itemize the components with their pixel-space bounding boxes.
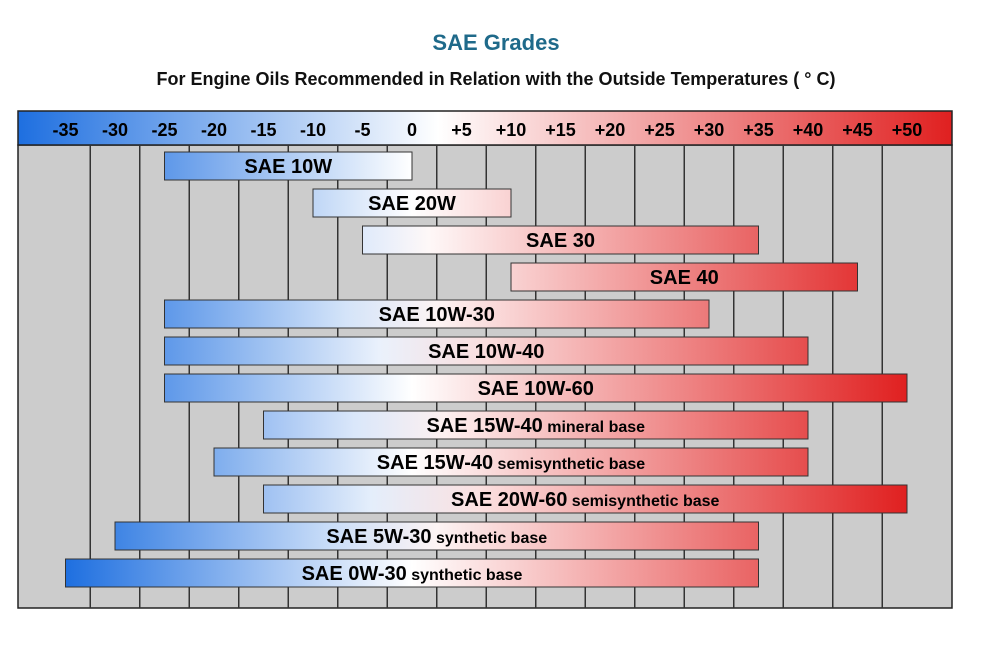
bar-label: SAE 30 [526,230,595,252]
x-tick-label: 0 [407,120,417,140]
x-tick-label: -25 [151,120,177,140]
x-tick-label: +5 [451,120,472,140]
bar [263,410,809,440]
bar [164,151,413,181]
x-tick-label: +40 [793,120,824,140]
x-tick-label: +30 [694,120,725,140]
x-tick-label: +35 [743,120,774,140]
x-tick-label: -15 [250,120,276,140]
bar-label: SAE 10W-40 [428,341,544,363]
x-tick-label: +45 [842,120,873,140]
bar-label: SAE 0W-30 synthetic base [302,563,523,585]
bar-label: SAE 20W [368,193,456,215]
x-tick-label: -10 [300,120,326,140]
bar-label: SAE 10W-60 [478,378,594,400]
bar [362,225,759,255]
bar [65,558,759,588]
bar [164,299,710,329]
x-tick-label: +10 [496,120,527,140]
x-tick-label: -20 [201,120,227,140]
x-tick-label: -35 [52,120,78,140]
bar [510,262,858,292]
bar-label: SAE 15W-40 mineral base [426,415,645,437]
bar [312,188,512,218]
bar-label: SAE 10W-30 [379,304,495,326]
chart-subtitle: For Engine Oils Recommended in Relation … [156,69,836,89]
bar [114,521,759,551]
x-tick-label: +25 [644,120,675,140]
bar [213,447,809,477]
bar [164,373,908,403]
x-tick-label: +20 [595,120,626,140]
chart-title: SAE Grades [432,30,560,55]
x-tick-label: +50 [892,120,923,140]
temperature-header [17,110,953,146]
bar [263,484,908,514]
x-tick-label: +15 [545,120,576,140]
bar-label: SAE 40 [650,267,719,289]
x-tick-label: -30 [102,120,128,140]
bar-label: SAE 10W [244,156,332,178]
bar-label: SAE 15W-40 semisynthetic base [377,452,645,474]
x-tick-label: -5 [354,120,370,140]
bar-label: SAE 5W-30 synthetic base [326,526,547,548]
bar [164,336,809,366]
bar-label: SAE 20W-60 semisynthetic base [451,489,719,511]
